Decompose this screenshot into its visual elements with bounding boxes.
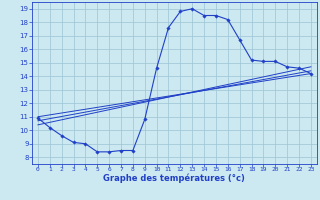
X-axis label: Graphe des températures (°c): Graphe des températures (°c) [103,174,245,183]
